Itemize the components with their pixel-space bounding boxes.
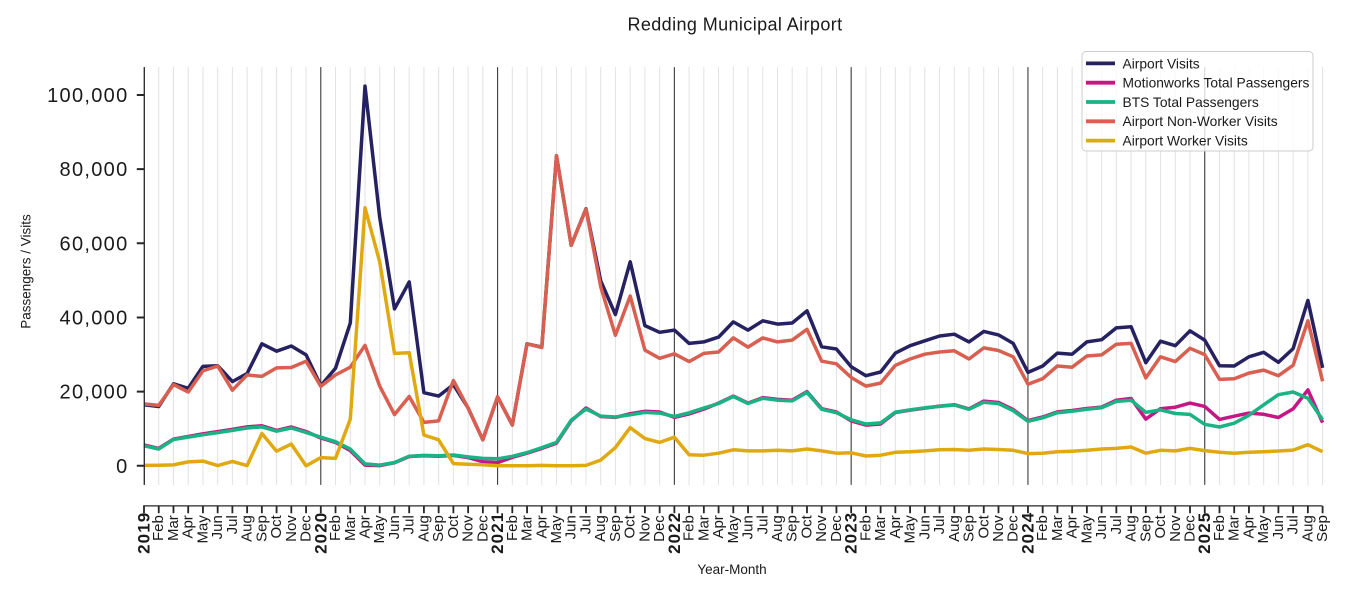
svg-text:Dec: Dec — [1005, 515, 1022, 542]
svg-text:2024: 2024 — [1018, 512, 1037, 554]
svg-text:Jul: Jul — [931, 515, 948, 534]
svg-text:Mar: Mar — [165, 515, 182, 541]
svg-text:Mar: Mar — [342, 515, 359, 541]
svg-text:May: May — [902, 515, 919, 544]
svg-text:Nov: Nov — [283, 515, 300, 542]
svg-text:Redding Municipal Airport: Redding Municipal Airport — [627, 15, 842, 35]
svg-text:Aug: Aug — [769, 515, 786, 542]
svg-text:Jul: Jul — [754, 515, 771, 534]
svg-text:2020: 2020 — [311, 512, 330, 554]
svg-text:Oct: Oct — [798, 514, 815, 538]
svg-text:Aug: Aug — [415, 515, 432, 542]
svg-text:Nov: Nov — [460, 515, 477, 542]
svg-text:2021: 2021 — [488, 512, 507, 554]
svg-text:Apr: Apr — [180, 515, 197, 538]
svg-text:May: May — [548, 515, 565, 544]
svg-text:Apr: Apr — [533, 515, 550, 538]
svg-text:100,000: 100,000 — [47, 85, 128, 107]
svg-text:Apr: Apr — [356, 515, 373, 538]
svg-text:May: May — [725, 515, 742, 544]
svg-text:Airport Worker Visits: Airport Worker Visits — [1123, 134, 1248, 149]
svg-text:May: May — [194, 515, 211, 544]
svg-text:Dec: Dec — [651, 515, 668, 542]
svg-text:Sep: Sep — [784, 515, 801, 542]
svg-text:Aug: Aug — [592, 515, 609, 542]
svg-text:Dec: Dec — [1182, 515, 1199, 542]
svg-text:Aug: Aug — [1123, 515, 1140, 542]
svg-text:Sep: Sep — [430, 515, 447, 542]
svg-text:60,000: 60,000 — [60, 233, 129, 255]
svg-text:Aug: Aug — [946, 515, 963, 542]
svg-text:May: May — [371, 515, 388, 544]
svg-text:2023: 2023 — [842, 512, 861, 554]
svg-text:Mar: Mar — [519, 515, 536, 541]
svg-text:Jun: Jun — [563, 515, 580, 539]
svg-text:Oct: Oct — [268, 514, 285, 538]
svg-text:0: 0 — [116, 456, 128, 478]
svg-text:Nov: Nov — [636, 515, 653, 542]
svg-text:Feb: Feb — [504, 515, 521, 541]
svg-text:Sep: Sep — [961, 515, 978, 542]
svg-text:Nov: Nov — [813, 515, 830, 542]
svg-text:Sep: Sep — [253, 515, 270, 542]
svg-text:Feb: Feb — [1034, 515, 1051, 541]
svg-text:Jun: Jun — [209, 515, 226, 539]
svg-text:Oct: Oct — [445, 514, 462, 538]
svg-text:Oct: Oct — [975, 514, 992, 538]
svg-text:2019: 2019 — [135, 512, 154, 554]
svg-text:May: May — [1255, 515, 1272, 544]
svg-text:Dec: Dec — [828, 515, 845, 542]
svg-text:Oct: Oct — [622, 514, 639, 538]
svg-text:Jun: Jun — [1093, 515, 1110, 539]
svg-text:Jul: Jul — [577, 515, 594, 534]
svg-text:Jun: Jun — [386, 515, 403, 539]
svg-text:Year-Month: Year-Month — [697, 562, 766, 577]
svg-text:Dec: Dec — [298, 515, 315, 542]
svg-text:Feb: Feb — [681, 515, 698, 541]
svg-text:Apr: Apr — [710, 515, 727, 538]
svg-text:Sep: Sep — [607, 515, 624, 542]
svg-text:Jul: Jul — [401, 515, 418, 534]
svg-text:Feb: Feb — [1211, 515, 1228, 541]
svg-text:20,000: 20,000 — [60, 382, 129, 404]
svg-text:Sep: Sep — [1314, 515, 1331, 542]
svg-text:Aug: Aug — [239, 515, 256, 542]
svg-text:Jun: Jun — [916, 515, 933, 539]
svg-text:Airport Visits: Airport Visits — [1123, 56, 1200, 71]
svg-text:Jun: Jun — [1270, 515, 1287, 539]
svg-text:Nov: Nov — [1167, 515, 1184, 542]
svg-text:Sep: Sep — [1137, 515, 1154, 542]
svg-text:Airport Non-Worker Visits: Airport Non-Worker Visits — [1123, 114, 1278, 129]
svg-text:Jul: Jul — [1108, 515, 1125, 534]
svg-text:May: May — [1078, 515, 1095, 544]
svg-text:Mar: Mar — [695, 515, 712, 541]
svg-text:Feb: Feb — [857, 515, 874, 541]
svg-text:Dec: Dec — [474, 515, 491, 542]
svg-text:Oct: Oct — [1152, 514, 1169, 538]
svg-text:Feb: Feb — [150, 515, 167, 541]
svg-text:2022: 2022 — [665, 512, 684, 554]
svg-text:Motionworks Total Passengers: Motionworks Total Passengers — [1123, 76, 1310, 91]
svg-text:Mar: Mar — [1226, 515, 1243, 541]
svg-text:Mar: Mar — [1049, 515, 1066, 541]
svg-text:Jun: Jun — [740, 515, 757, 539]
svg-text:2025: 2025 — [1195, 512, 1214, 554]
svg-text:Jul: Jul — [224, 515, 241, 534]
svg-text:Aug: Aug — [1299, 515, 1316, 542]
svg-text:Mar: Mar — [872, 515, 889, 541]
svg-text:40,000: 40,000 — [60, 308, 129, 330]
svg-text:Jul: Jul — [1285, 515, 1302, 534]
svg-text:Nov: Nov — [990, 515, 1007, 542]
svg-text:Apr: Apr — [1064, 515, 1081, 538]
svg-text:BTS Total Passengers: BTS Total Passengers — [1123, 95, 1259, 110]
svg-text:80,000: 80,000 — [60, 159, 129, 181]
svg-text:Passengers / Visits: Passengers / Visits — [19, 214, 34, 329]
svg-text:Feb: Feb — [327, 515, 344, 541]
svg-text:Apr: Apr — [887, 515, 904, 538]
svg-text:Apr: Apr — [1240, 515, 1257, 538]
